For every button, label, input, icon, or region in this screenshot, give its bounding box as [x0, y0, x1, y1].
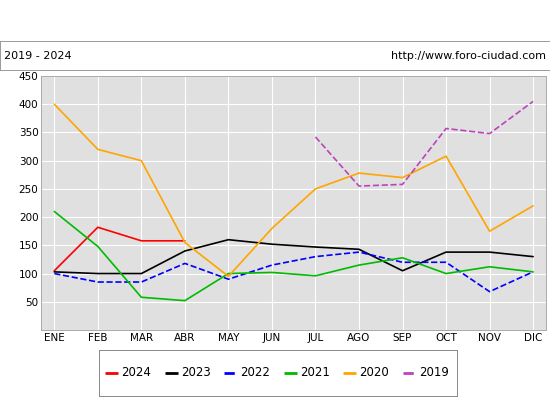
Text: 2020: 2020	[359, 366, 389, 380]
Text: 2024: 2024	[121, 366, 151, 380]
Text: 2019 - 2024: 2019 - 2024	[4, 51, 72, 61]
Text: http://www.foro-ciudad.com: http://www.foro-ciudad.com	[390, 51, 546, 61]
Text: 2023: 2023	[180, 366, 211, 380]
Text: 2021: 2021	[300, 366, 329, 380]
Text: 2019: 2019	[419, 366, 449, 380]
Text: Evolucion Nº Turistas Nacionales en el municipio de Fonollosa: Evolucion Nº Turistas Nacionales en el m…	[49, 14, 501, 28]
Text: 2022: 2022	[240, 366, 270, 380]
